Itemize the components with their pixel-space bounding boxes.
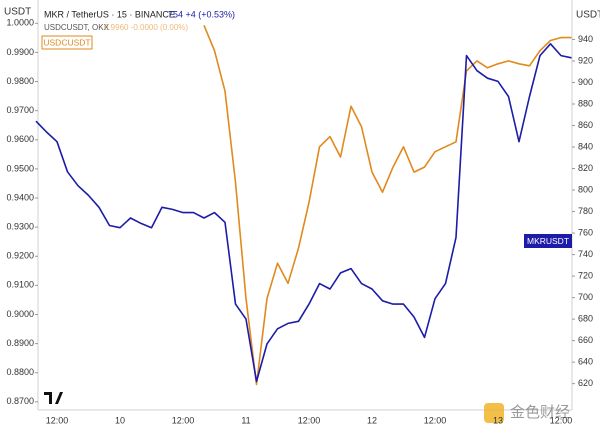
right-axis-unit: USDT [576,10,600,21]
x-tick-label: 12:00 [46,415,69,425]
y-tick-label: 0.9800 [6,76,34,86]
y-tick-label: 0.9400 [6,192,34,202]
y2-tick-label: 920 [578,55,593,65]
y2-tick-label: 660 [578,335,593,345]
y2-tick-label: 840 [578,141,593,151]
legend-label: USDCUSDT [43,37,90,47]
x-tick-label: 12 [367,415,377,425]
y-tick-label: 0.9900 [6,47,34,57]
left-axis-unit: USDT [4,7,31,18]
y2-tick-label: 940 [578,34,593,44]
y2-tick-label: 860 [578,120,593,130]
x-tick-label: 13 [493,415,503,425]
watermark: 金色财经 [510,404,570,421]
overlay-quote: 0.9960 -0.0000 (0.00%) [104,23,188,32]
y-tick-label: 0.9700 [6,105,34,115]
symbol-quote: 754 +4 (+0.53%) [168,9,235,19]
y-tick-label: 1.0000 [6,18,34,28]
legend-label: MKRUSDT [527,236,569,246]
y2-tick-label: 780 [578,206,593,216]
y2-tick-label: 800 [578,184,593,194]
x-tick-label: 12:00 [298,415,321,425]
y2-tick-label: 620 [578,378,593,388]
y-tick-label: 0.9300 [6,222,34,232]
y2-tick-label: 680 [578,313,593,323]
tv-logo [44,392,63,404]
x-tick-label: 10 [115,415,125,425]
x-tick-label: 12:00 [550,415,573,425]
y2-tick-label: 700 [578,292,593,302]
y2-tick-label: 640 [578,357,593,367]
y-tick-label: 0.9200 [6,251,34,261]
symbol-title: MKR / TetherUS · 15 · BINANCE [44,9,175,19]
y2-tick-label: 820 [578,163,593,173]
series-line [203,24,572,386]
y2-tick-label: 900 [578,77,593,87]
y-tick-label: 0.9500 [6,163,34,173]
y-tick-label: 0.8700 [6,396,34,406]
y-tick-label: 0.8900 [6,338,34,348]
legend-box [524,234,572,248]
x-tick-label: 11 [241,415,250,425]
x-tick-label: 12:00 [172,415,195,425]
legend-item: MKRUSDT [524,234,572,248]
y-tick-label: 0.9600 [6,134,34,144]
y2-tick-label: 720 [578,270,593,280]
y2-tick-label: 880 [578,98,593,108]
y-tick-label: 0.8800 [6,367,34,377]
legend-item: USDCUSDT [41,35,93,50]
overlay-title: USDCUSDT, OKX [44,23,110,32]
y2-tick-label: 760 [578,227,593,237]
legend-box [41,35,93,50]
y-tick-label: 0.9100 [6,280,34,290]
y-tick-label: 0.9000 [6,309,34,319]
watermark-logo [484,403,504,423]
series-line [35,43,572,383]
x-tick-label: 12:00 [424,415,447,425]
y2-tick-label: 740 [578,249,593,259]
